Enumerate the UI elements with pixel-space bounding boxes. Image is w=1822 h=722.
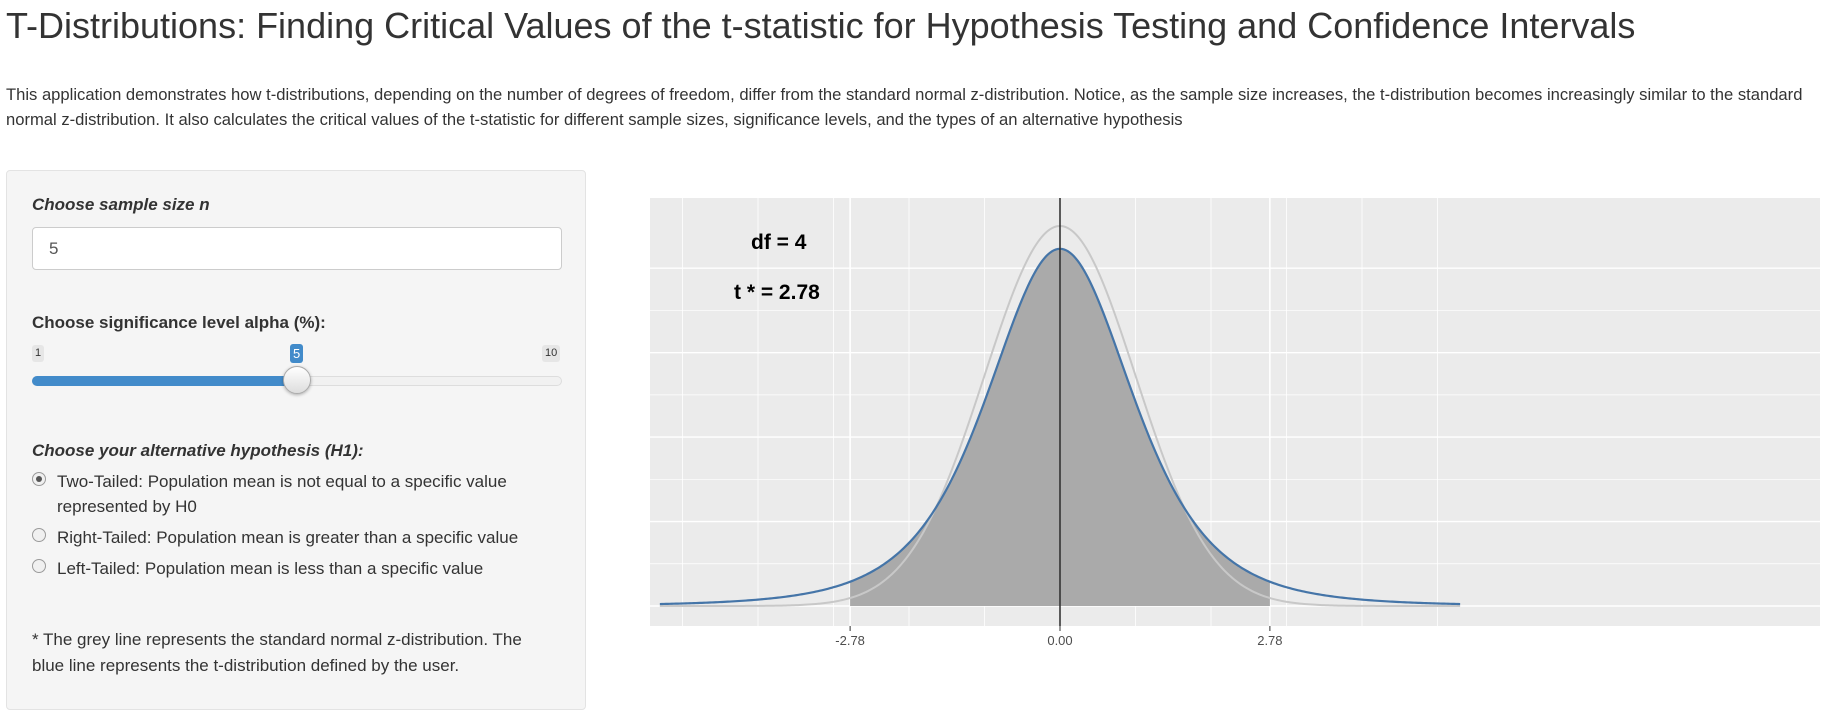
- sample-size-label: Choose sample size n: [32, 195, 210, 214]
- page-title: T-Distributions: Finding Critical Values…: [6, 5, 1636, 46]
- radio-button[interactable]: [32, 472, 46, 486]
- radio-label-left-tailed: Left-Tailed: Population mean is less tha…: [57, 559, 484, 578]
- x-tick-label: -2.78: [835, 633, 865, 648]
- tstar-annotation: t * = 2.78: [734, 281, 820, 304]
- alpha-label: Choose significance level alpha (%):: [32, 313, 326, 332]
- h1-label: Choose your alternative hypothesis (H1):: [32, 441, 364, 460]
- alpha-slider-handle[interactable]: [283, 366, 311, 394]
- radio-button[interactable]: [32, 528, 46, 542]
- df-annotation: df = 4: [751, 231, 807, 254]
- sidebar-panel: Choose sample size n 5 Choose significan…: [6, 170, 586, 710]
- alpha-value-label: 5: [290, 344, 304, 363]
- radio-label-two-tailed: Two-Tailed: Population mean is not equal…: [57, 472, 507, 516]
- x-tick-label: 0.00: [1047, 633, 1072, 648]
- legend-note: * The grey line represents the standard …: [32, 630, 522, 675]
- radio-button[interactable]: [32, 559, 46, 573]
- radio-label-right-tailed: Right-Tailed: Population mean is greater…: [57, 528, 519, 547]
- x-axis-ticks: -2.78 0.00 2.78: [835, 626, 1283, 648]
- plot-panel: [650, 198, 1820, 626]
- t-distribution-plot: df = 4 t * = 2.78 -2.78 0.00 2.78: [650, 198, 1820, 648]
- alpha-max-label: 10: [542, 345, 561, 362]
- alpha-slider-fill: [32, 376, 297, 386]
- alpha-min-label: 1: [32, 345, 45, 362]
- sample-size-input[interactable]: 5: [32, 227, 562, 270]
- x-tick-label: 2.78: [1257, 633, 1282, 648]
- app-description: This application demonstrates how t-dist…: [6, 85, 1803, 129]
